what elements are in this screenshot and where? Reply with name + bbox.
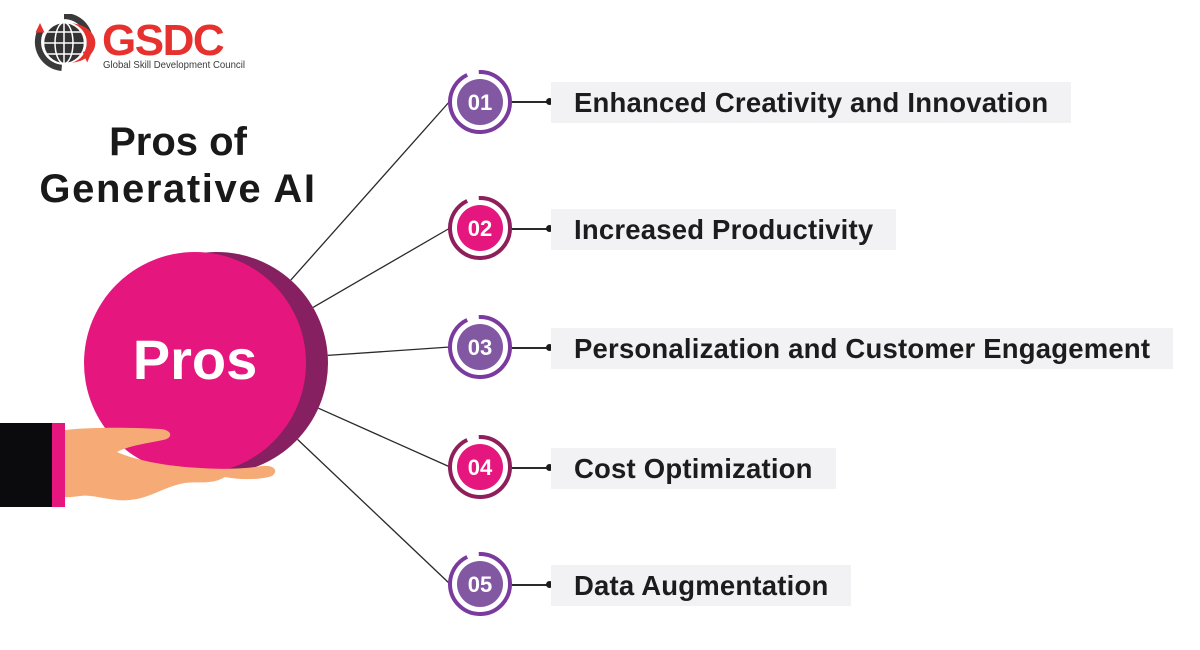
svg-text:Pros: Pros (133, 328, 258, 391)
svg-text:04: 04 (468, 455, 493, 480)
svg-text:01: 01 (468, 90, 492, 115)
svg-text:03: 03 (468, 335, 492, 360)
svg-text:02: 02 (468, 216, 492, 241)
svg-text:05: 05 (468, 572, 492, 597)
